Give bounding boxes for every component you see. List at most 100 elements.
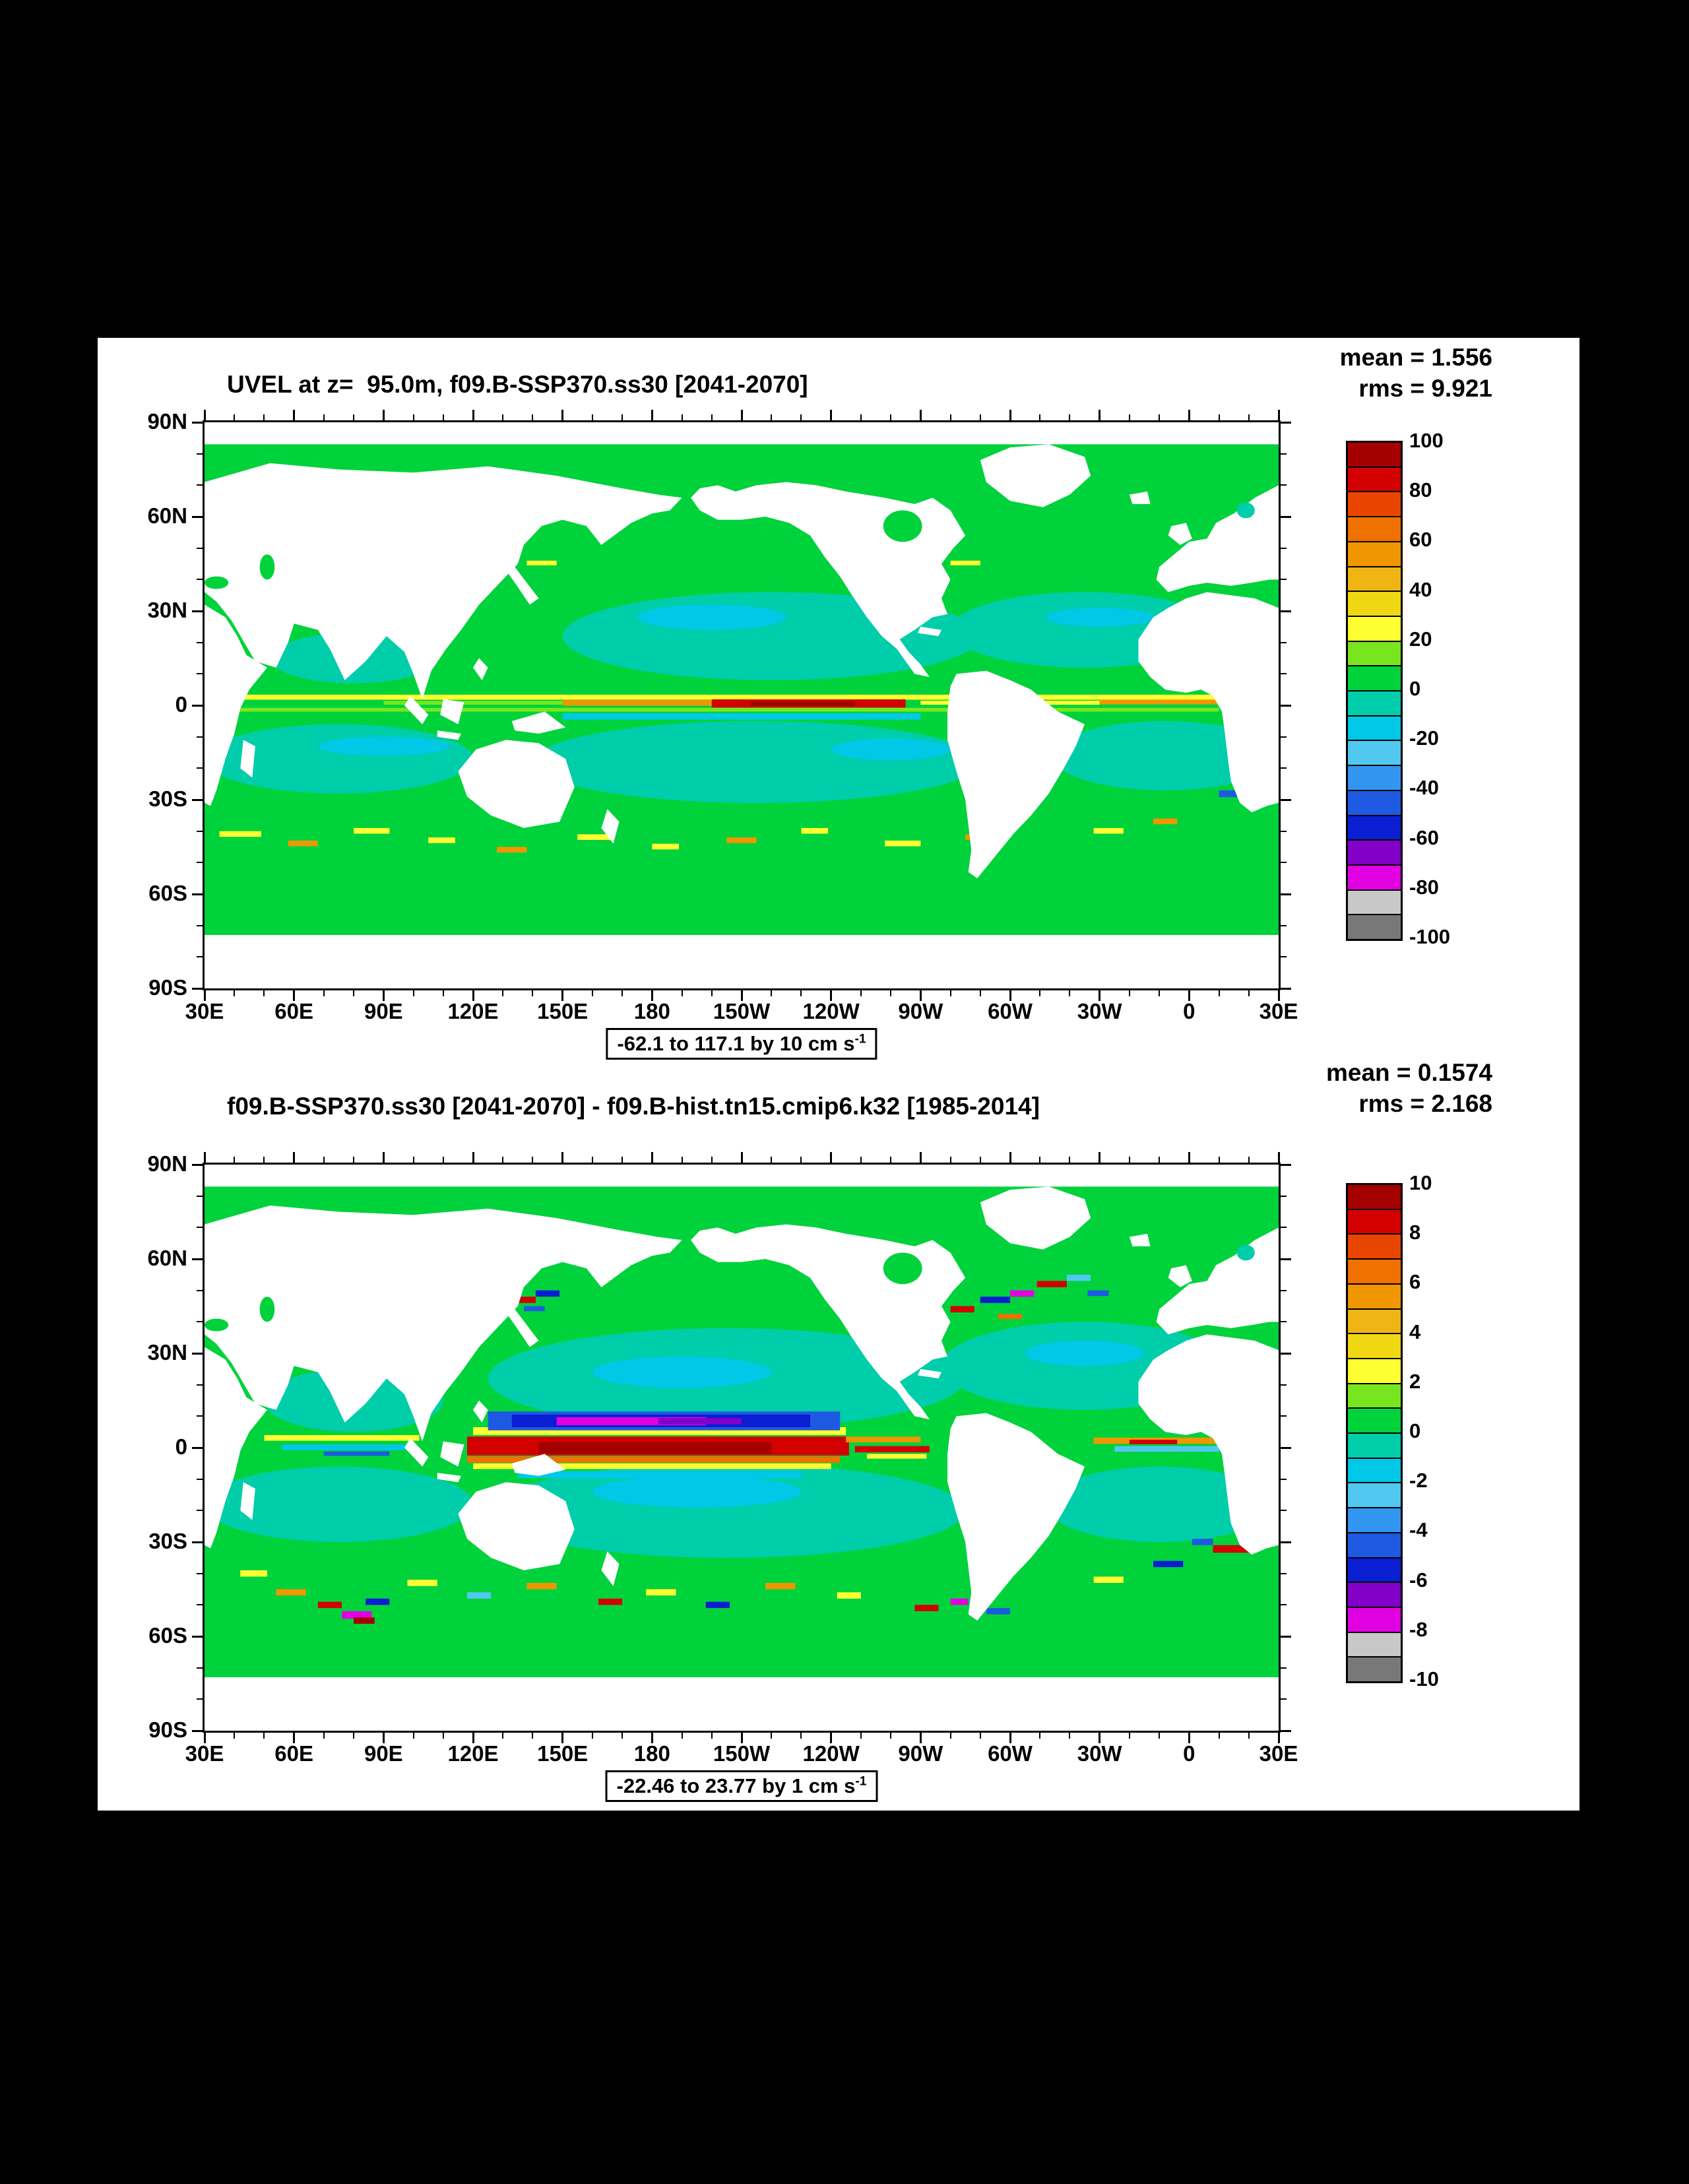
ocean-feature <box>652 843 680 850</box>
axis-tick <box>192 1541 203 1543</box>
axis-tick <box>263 1733 265 1739</box>
axis-tick <box>192 893 203 895</box>
axis-tick <box>561 1733 564 1743</box>
colorbar-label: 20 <box>1409 627 1432 651</box>
x-axis-label: 60E <box>274 999 314 1023</box>
colorbar-cell <box>1348 540 1401 566</box>
axis-tick <box>353 414 355 420</box>
axis-tick <box>197 1415 203 1417</box>
axis-tick <box>681 1157 683 1163</box>
ocean-feature <box>240 1570 267 1577</box>
colorbar-cell <box>1348 443 1401 466</box>
colorbar-cell <box>1348 1233 1401 1259</box>
x-axis-label: 90E <box>364 999 403 1023</box>
x-axis-label: 90E <box>364 1741 403 1766</box>
axis-tick <box>197 1510 203 1512</box>
ocean-feature <box>205 707 1219 712</box>
ocean-feature <box>264 1434 420 1441</box>
axis-tick <box>1009 1152 1011 1163</box>
x-axis-label: 150W <box>713 999 771 1023</box>
axis-tick <box>1039 990 1041 996</box>
axis-tick <box>890 1157 892 1163</box>
axis-tick <box>1069 1157 1071 1163</box>
axis-tick <box>591 1157 593 1163</box>
ocean-feature <box>592 1475 802 1508</box>
axis-tick <box>561 1152 564 1163</box>
axis-tick <box>1281 453 1287 455</box>
axis-tick <box>197 1572 203 1574</box>
ocean-feature <box>1129 1440 1178 1444</box>
axis-tick <box>203 990 206 1001</box>
axis-tick <box>919 1152 922 1163</box>
panel1-title: UVEL at z= 95.0m, f09.B-SSP370.ss30 [204… <box>227 371 808 398</box>
ocean-feature <box>1010 1290 1035 1297</box>
axis-tick <box>1281 1604 1287 1606</box>
axis-tick <box>711 1733 713 1739</box>
axis-tick <box>1281 1163 1291 1166</box>
axis-tick <box>1281 1384 1287 1386</box>
inland-sea <box>1236 1244 1255 1261</box>
axis-tick <box>502 414 504 420</box>
ocean-feature <box>276 1589 306 1596</box>
axis-tick <box>472 1733 474 1743</box>
landmass <box>1129 491 1151 504</box>
colorbar-label: -20 <box>1409 726 1439 750</box>
ocean-feature <box>535 1290 560 1297</box>
axis-tick <box>979 1733 981 1739</box>
axis-tick <box>1128 1733 1130 1739</box>
panel2-map-frame <box>203 1163 1281 1733</box>
axis-tick <box>323 1733 325 1739</box>
colorbar-cell <box>1348 740 1401 765</box>
ocean-feature <box>950 1598 969 1605</box>
axis-tick <box>1248 1157 1250 1163</box>
axis-tick <box>192 1258 203 1260</box>
axis-tick <box>192 1163 203 1166</box>
axis-tick <box>412 414 414 420</box>
colorbar-cell <box>1348 814 1401 840</box>
colorbar-label: -100 <box>1409 925 1451 948</box>
landmass <box>505 1309 539 1347</box>
axis-tick <box>234 1733 236 1739</box>
panel2-title: f09.B-SSP370.ss30 [2041-2070] - f09.B-hi… <box>227 1093 1040 1120</box>
x-axis-label: 0 <box>1183 999 1195 1023</box>
colorbar-cell <box>1348 1333 1401 1358</box>
axis-tick <box>472 410 474 420</box>
axis-tick <box>740 1152 743 1163</box>
axis-tick <box>681 1733 683 1739</box>
colorbar-label: -4 <box>1409 1518 1428 1542</box>
colorbar-cell <box>1348 1407 1401 1433</box>
ocean-feature <box>1114 1446 1219 1452</box>
panel2-mean-value: mean = 0.1574 <box>1326 1059 1492 1086</box>
landmass <box>980 444 1091 507</box>
colorbar-cell <box>1348 1432 1401 1458</box>
x-axis-label: 60E <box>274 1741 314 1766</box>
axis-tick <box>800 1157 802 1163</box>
y-axis-label: 60S <box>148 881 187 905</box>
colorbar-cell <box>1348 591 1401 616</box>
axis-tick <box>740 990 743 1001</box>
colorbar-cell <box>1348 690 1401 715</box>
axis-tick <box>442 414 444 420</box>
axis-tick <box>800 1733 802 1739</box>
axis-tick <box>1281 893 1291 895</box>
axis-tick <box>681 414 683 420</box>
axis-tick <box>1277 410 1280 420</box>
landmass <box>440 1441 464 1467</box>
ocean-feature <box>726 837 757 843</box>
ocean-feature <box>317 736 449 756</box>
landmass <box>1138 592 1279 813</box>
colorbar-label: 100 <box>1409 429 1444 452</box>
axis-tick <box>1281 515 1291 518</box>
axis-tick <box>382 410 385 420</box>
axis-tick <box>949 990 951 996</box>
ocean-feature <box>598 1598 623 1605</box>
axis-tick <box>919 410 922 420</box>
colorbar-cell <box>1348 516 1401 541</box>
colorbar-cell <box>1348 565 1401 591</box>
axis-tick <box>1188 1733 1190 1743</box>
axis-tick <box>1281 987 1291 990</box>
axis-tick <box>1218 1733 1220 1739</box>
axis-tick <box>1159 1733 1161 1739</box>
axis-tick <box>192 798 203 801</box>
